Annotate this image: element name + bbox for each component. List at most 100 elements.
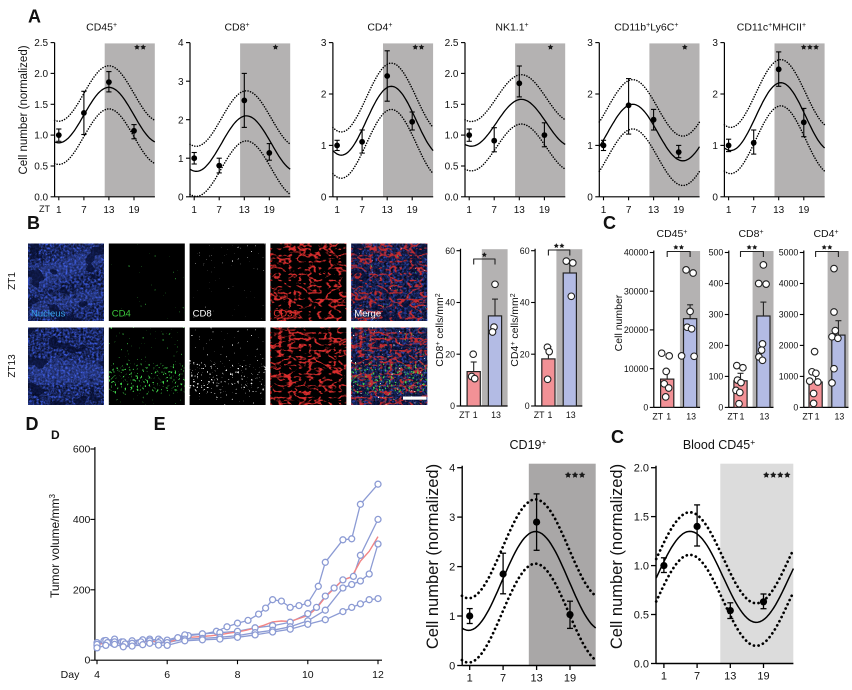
svg-text:4: 4 — [178, 38, 184, 49]
svg-text:CD8+ cells/mm2: CD8+ cells/mm2 — [434, 293, 446, 366]
svg-text:200: 200 — [73, 584, 91, 596]
svg-text:ZT: ZT — [652, 411, 663, 421]
svg-text:1: 1 — [56, 205, 62, 216]
svg-text:1.5: 1.5 — [34, 100, 48, 111]
svg-text:2: 2 — [449, 561, 455, 573]
svg-text:A: A — [28, 7, 41, 27]
svg-text:0: 0 — [178, 192, 184, 203]
svg-text:1: 1 — [191, 205, 197, 216]
svg-text:3: 3 — [449, 512, 455, 524]
svg-text:Cell number: Cell number — [613, 294, 625, 351]
svg-text:0: 0 — [525, 401, 530, 411]
svg-text:4: 4 — [94, 669, 100, 681]
svg-text:Merge: Merge — [354, 309, 381, 320]
svg-text:CD8+: CD8+ — [738, 228, 763, 240]
svg-text:ZT: ZT — [39, 204, 50, 214]
svg-text:2.0: 2.0 — [34, 69, 48, 80]
svg-text:100: 100 — [709, 372, 724, 382]
svg-text:40: 40 — [520, 298, 530, 308]
svg-text:0.0: 0.0 — [445, 192, 459, 203]
svg-text:B: B — [27, 213, 40, 233]
svg-text:3: 3 — [321, 38, 327, 49]
svg-text:1: 1 — [726, 205, 732, 216]
svg-text:Nucleus: Nucleus — [31, 309, 66, 320]
svg-text:13: 13 — [773, 205, 785, 216]
svg-text:Cell number (normalized): Cell number (normalized) — [18, 45, 30, 174]
svg-text:600: 600 — [73, 444, 91, 456]
svg-text:13: 13 — [514, 205, 526, 216]
svg-text:0: 0 — [643, 403, 648, 413]
svg-text:0: 0 — [712, 192, 718, 203]
svg-text:19: 19 — [128, 205, 140, 216]
svg-text:300: 300 — [709, 310, 724, 320]
svg-text:Blood CD45+: Blood CD45+ — [683, 437, 755, 452]
svg-text:2: 2 — [321, 90, 327, 101]
svg-text:1: 1 — [712, 141, 718, 152]
svg-text:Cell number (normalized): Cell number (normalized) — [424, 464, 442, 649]
svg-text:20000: 20000 — [624, 325, 649, 335]
svg-text:1.5: 1.5 — [634, 511, 649, 523]
svg-text:0.0: 0.0 — [634, 658, 649, 670]
svg-text:0.5: 0.5 — [34, 162, 48, 173]
svg-text:CD8: CD8 — [193, 309, 212, 320]
svg-text:2: 2 — [178, 115, 184, 126]
svg-text:ZT: ZT — [727, 411, 738, 421]
svg-text:1.0: 1.0 — [634, 560, 649, 572]
svg-text:7: 7 — [694, 671, 700, 683]
svg-text:3000: 3000 — [779, 310, 799, 320]
svg-text:7: 7 — [216, 205, 222, 216]
svg-text:0: 0 — [321, 192, 327, 203]
svg-text:CD45+: CD45+ — [657, 228, 688, 240]
svg-text:7: 7 — [359, 205, 365, 216]
svg-text:0: 0 — [587, 192, 593, 203]
svg-text:0.0: 0.0 — [34, 192, 48, 203]
svg-text:1: 1 — [601, 205, 607, 216]
svg-text:7: 7 — [626, 205, 632, 216]
svg-text:200: 200 — [709, 341, 724, 351]
svg-text:1000: 1000 — [779, 372, 799, 382]
svg-text:1: 1 — [178, 154, 184, 165]
svg-text:E: E — [154, 414, 166, 434]
svg-text:13: 13 — [491, 410, 501, 420]
svg-text:1: 1 — [740, 411, 745, 421]
svg-text:0.5: 0.5 — [445, 162, 459, 173]
svg-text:19: 19 — [564, 673, 576, 685]
svg-text:13: 13 — [103, 205, 115, 216]
svg-text:0: 0 — [85, 655, 91, 667]
svg-text:2.0: 2.0 — [634, 463, 649, 475]
svg-text:8: 8 — [235, 669, 241, 681]
svg-text:ZT1: ZT1 — [7, 272, 18, 290]
svg-text:ZT: ZT — [459, 410, 470, 420]
svg-text:CD11c+MHCII+: CD11c+MHCII+ — [737, 21, 806, 33]
svg-text:1: 1 — [661, 671, 667, 683]
svg-text:ZT13: ZT13 — [7, 354, 18, 378]
svg-text:1: 1 — [547, 410, 552, 420]
svg-text:400: 400 — [73, 514, 91, 526]
svg-text:13: 13 — [566, 410, 576, 420]
svg-text:ZT: ZT — [534, 410, 545, 420]
svg-text:1: 1 — [334, 205, 340, 216]
svg-text:1: 1 — [473, 410, 478, 420]
svg-text:20: 20 — [520, 349, 530, 359]
svg-text:2.5: 2.5 — [445, 38, 459, 49]
svg-text:Tumor volume/mm3: Tumor volume/mm3 — [48, 493, 62, 598]
svg-text:4: 4 — [449, 463, 455, 475]
svg-text:13: 13 — [648, 205, 660, 216]
svg-text:60: 60 — [445, 246, 455, 256]
svg-text:2: 2 — [712, 90, 718, 101]
svg-text:1: 1 — [466, 205, 472, 216]
svg-text:0: 0 — [449, 660, 455, 672]
svg-text:CD11b+Ly6C+: CD11b+Ly6C+ — [614, 21, 678, 33]
svg-text:1: 1 — [467, 673, 473, 685]
svg-text:400: 400 — [709, 279, 724, 289]
svg-text:19: 19 — [264, 205, 276, 216]
svg-text:10: 10 — [302, 669, 314, 681]
svg-text:7: 7 — [491, 205, 497, 216]
svg-text:0: 0 — [793, 403, 798, 413]
svg-text:6: 6 — [164, 669, 170, 681]
svg-text:3: 3 — [178, 77, 184, 88]
svg-text:19: 19 — [673, 205, 685, 216]
svg-text:1: 1 — [666, 411, 671, 421]
svg-text:D: D — [51, 428, 60, 442]
svg-text:D: D — [26, 414, 39, 434]
